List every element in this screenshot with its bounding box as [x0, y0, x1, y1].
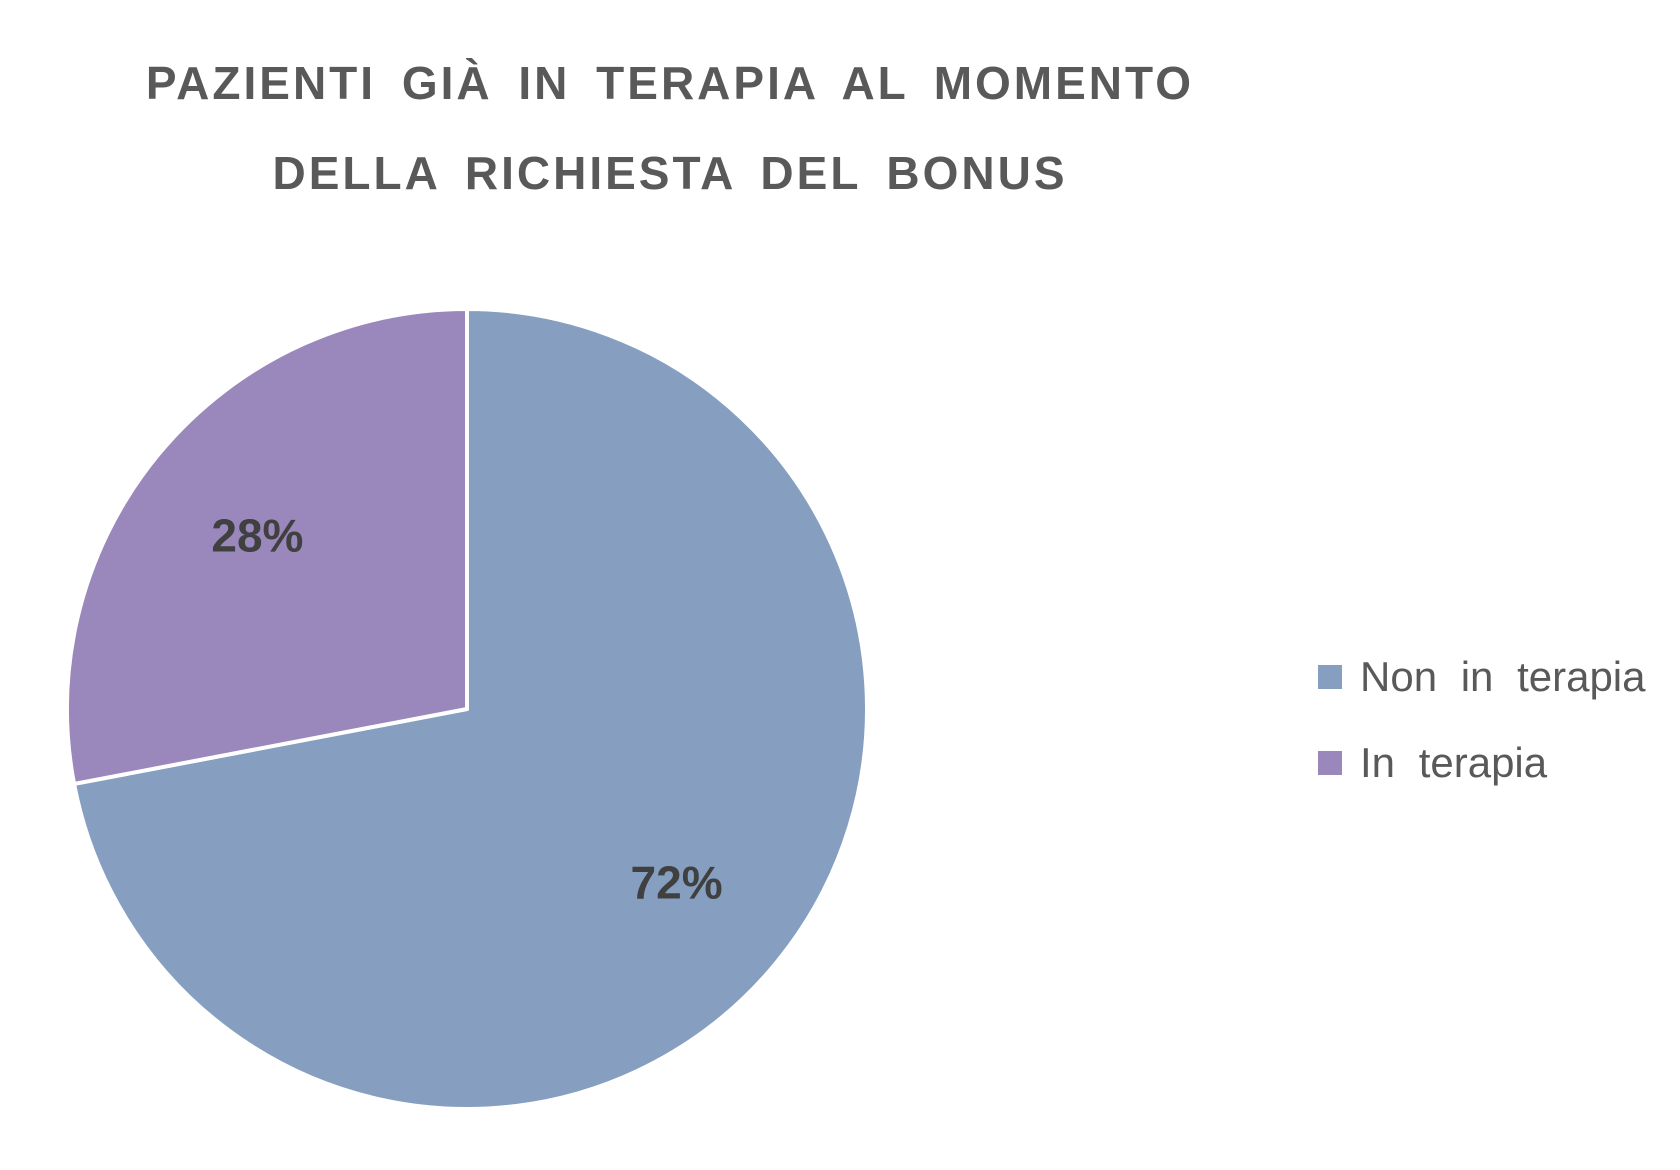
legend-item-non-in-terapia: Non in terapia — [1318, 634, 1646, 720]
legend-label-non-in-terapia: Non in terapia — [1360, 653, 1646, 700]
pie-slice-in-terapia — [65, 307, 469, 786]
legend-swatch-non-in-terapia — [1318, 665, 1342, 689]
chart-title: PAZIENTI GIÀ IN TERAPIA AL MOMENTO DELLA… — [0, 38, 1340, 218]
chart-legend: Non in terapia In terapia — [1318, 634, 1646, 806]
legend-label-in-terapia: In terapia — [1360, 739, 1548, 786]
legend-swatch-in-terapia — [1318, 751, 1342, 775]
chart-title-line-1: PAZIENTI GIÀ IN TERAPIA AL MOMENTO — [145, 57, 1195, 109]
chart-title-line-2: DELLA RICHIESTA DEL BONUS — [272, 147, 1068, 199]
slice-label-in-terapia: 28% — [211, 510, 303, 562]
pie-slice-non-in-terapia — [72, 307, 869, 1111]
slice-label-non-in-terapia: 72% — [631, 856, 723, 908]
legend-item-in-terapia: In terapia — [1318, 720, 1646, 806]
